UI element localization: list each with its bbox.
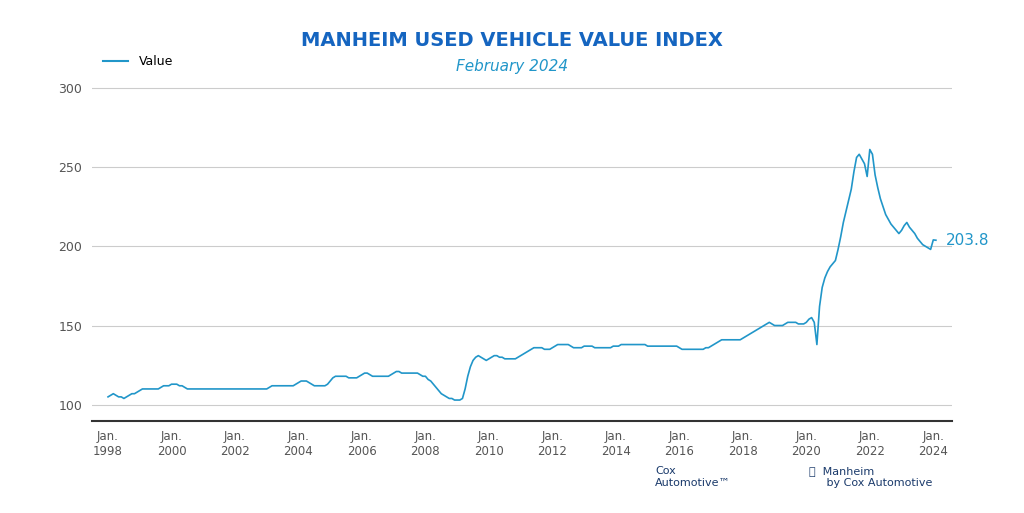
Text: Cox
Automotive™: Cox Automotive™	[655, 466, 731, 488]
Legend: Value: Value	[98, 50, 178, 73]
Text: February 2024: February 2024	[456, 59, 568, 74]
Text: MANHEIM USED VEHICLE VALUE INDEX: MANHEIM USED VEHICLE VALUE INDEX	[301, 31, 723, 50]
Text: 203.8: 203.8	[945, 233, 989, 248]
Text: Ⓜ  Manheim
     by Cox Automotive: Ⓜ Manheim by Cox Automotive	[809, 466, 932, 488]
